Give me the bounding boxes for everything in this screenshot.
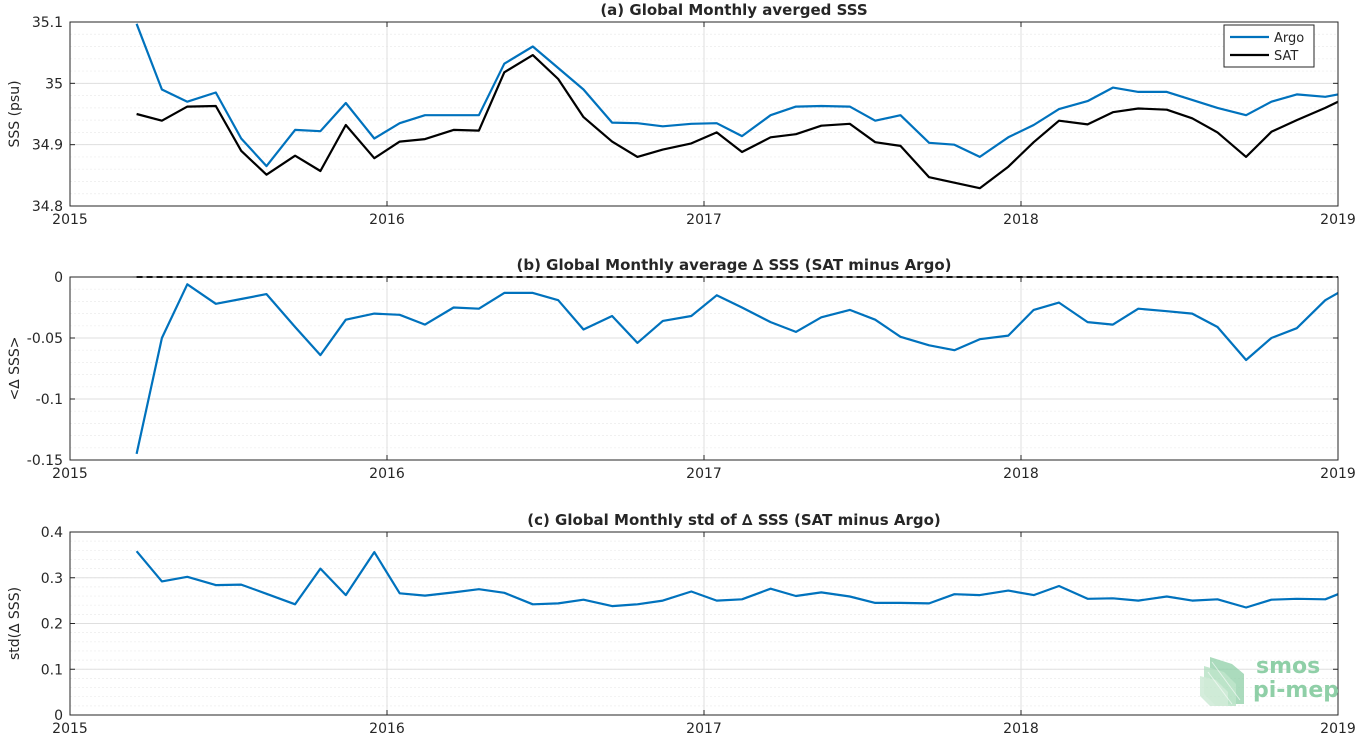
watermark-line2: pi-mep xyxy=(1253,678,1339,703)
chart-title: (b) Global Monthly average ∆ SSS (SAT mi… xyxy=(517,256,952,274)
chart-title: (c) Global Monthly std of ∆ SSS (SAT min… xyxy=(527,511,941,529)
y-axis-label: std(∆ SSS) xyxy=(7,587,23,660)
y-tick-label: 34.9 xyxy=(32,138,63,154)
y-tick-label: -0.15 xyxy=(27,453,63,469)
x-tick-label: 2015 xyxy=(52,721,88,737)
y-tick-label: 0 xyxy=(54,270,63,286)
x-tick-label: 2016 xyxy=(369,466,405,482)
x-tick-label: 2018 xyxy=(1003,466,1039,482)
x-tick-label: 2016 xyxy=(369,212,405,228)
x-tick-label: 2015 xyxy=(52,212,88,228)
y-tick-label: 34.8 xyxy=(32,199,63,215)
panel-c: 2015 2016 2017 2018 2019 0 0.1 0.2 0.3 0.4 (c) Glo… xyxy=(7,511,1356,737)
y-axis-label: <∆ SSS> xyxy=(7,337,23,401)
y-tick-label: 0.4 xyxy=(41,525,63,541)
x-tick-label: 2017 xyxy=(686,212,722,228)
smos-logo-icon xyxy=(1200,657,1244,706)
y-tick-label: -0.05 xyxy=(27,331,63,347)
panel-b: 2015 2016 2017 2018 2019 -0.15 -0.1 -0.05 0 (b) G… xyxy=(7,256,1356,482)
x-tick-label: 2015 xyxy=(52,466,88,482)
watermark-line1: smos xyxy=(1256,654,1320,679)
y-tick-label: 35 xyxy=(45,76,63,92)
x-tick-label: 2017 xyxy=(686,721,722,737)
y-tick-label: 0.3 xyxy=(41,571,63,587)
y-tick-label: -0.1 xyxy=(36,392,63,408)
x-tick-label: 2018 xyxy=(1003,212,1039,228)
y-tick-label: 0.2 xyxy=(41,617,63,633)
watermark: smos pi-mep xyxy=(1200,654,1339,706)
series-line-delta xyxy=(135,550,1339,609)
y-axis-label: SSS (psu) xyxy=(7,80,23,147)
y-tick-label: 35.1 xyxy=(32,15,63,31)
series-line-sat xyxy=(136,53,1339,190)
x-tick-label: 2019 xyxy=(1320,212,1356,228)
chart-title: (a) Global Monthly averged SSS xyxy=(600,1,867,19)
legend-label-argo: Argo xyxy=(1274,31,1304,46)
x-tick-label: 2018 xyxy=(1003,721,1039,737)
panel-a: 2015 2016 2017 2018 2019 34.8 34.9 35 35.1 (a) Gl… xyxy=(7,1,1356,228)
y-tick-label: 0.1 xyxy=(41,662,63,678)
x-tick-label: 2016 xyxy=(369,721,405,737)
series-line-delta xyxy=(135,283,1339,455)
x-tick-label: 2019 xyxy=(1320,721,1356,737)
x-tick-label: 2019 xyxy=(1320,466,1356,482)
legend: Argo SAT xyxy=(1223,24,1315,68)
y-tick-label: 0 xyxy=(54,708,63,724)
legend-box xyxy=(1223,24,1315,68)
x-tick-label: 2017 xyxy=(686,466,722,482)
series-line-argo xyxy=(135,23,1339,168)
legend-label-sat: SAT xyxy=(1274,49,1298,64)
